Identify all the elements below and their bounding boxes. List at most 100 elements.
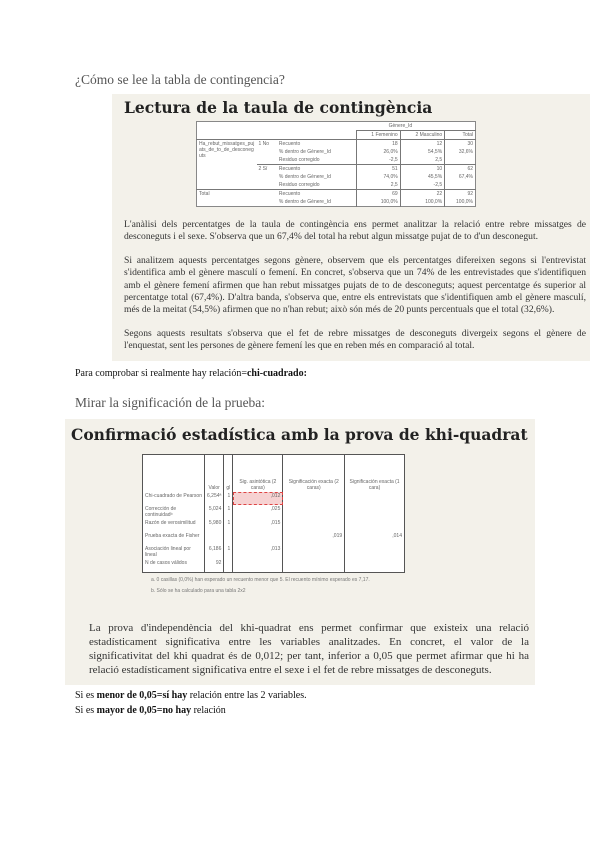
cell: 18 (355, 139, 401, 148)
cell (344, 492, 405, 506)
line-text: Para comprobar si realmente hay relación… (75, 367, 247, 379)
group: Total (196, 189, 257, 198)
table-row: Chi-cuadrado de Pearson 6,254ª 1,012 (142, 492, 405, 506)
cell (282, 505, 345, 520)
cell: ,014 (344, 532, 405, 546)
stat: Residuo corregido (278, 157, 320, 163)
cell: 100,0% (355, 198, 401, 207)
heading-contingency: ¿Cómo se lee la tabla de contingencia? (75, 72, 285, 87)
table-row: Corrección de continuidadᵇ 5,024 1,025 (142, 505, 405, 520)
t: relación entre las 2 variables. (187, 690, 307, 702)
t: Si es (75, 705, 97, 717)
cell (344, 505, 405, 520)
col-header: 2 Masculino (399, 130, 445, 140)
cell: 5,024 (203, 505, 224, 520)
table-row: Residuo corregido -2,5 2,5 (197, 156, 476, 165)
group (197, 198, 277, 207)
cell: 30 (444, 139, 476, 148)
chi-square-table: Valor gl Sig. asintótica (2 caras) Signific… (142, 453, 405, 573)
cell: 1 (223, 545, 233, 560)
col-header: Significación exacta (1 cara) (344, 454, 405, 493)
cell: 5,980 (203, 519, 224, 533)
cell: 1 (223, 505, 233, 520)
cell (282, 492, 345, 506)
cell (223, 532, 233, 546)
image1-paragraphs: L'anàlisi dels percentatges de la taula … (124, 219, 586, 353)
c (197, 122, 357, 131)
cell: 67,4% (444, 173, 476, 181)
contingency-table: Gènere_Id 1 Femenino 2 Masculino Total Ha_re… (196, 121, 476, 207)
cell: 1 (223, 519, 233, 533)
col-header: 1 Femenino (355, 130, 401, 140)
cell: -2,5 (399, 181, 445, 190)
cell: ,025 (232, 505, 283, 520)
cell: 92 (203, 559, 224, 573)
rule-less: Si es menor de 0,05=sí hay relación entr… (75, 689, 600, 703)
stat: Recuento (276, 139, 357, 148)
image2-title: Confirmació estadística amb la prova de … (71, 424, 528, 444)
row-var: Ha_rebut_missatges_pujats_de_to_de_desco… (196, 139, 257, 190)
table-row: Prueba exacta de Fisher ,019,014 (142, 532, 405, 546)
cell: ,012 (232, 492, 283, 506)
table-row: Razón de verosimilitud 5,980 1,015 (142, 519, 405, 533)
cell (203, 532, 224, 546)
cell (282, 519, 345, 533)
image2-paragraph: La prova d'independència del khi-quadrat… (89, 621, 529, 677)
cell: 10 (399, 164, 445, 173)
table-row: % dentro de Gènere_Id 26,0% 54,5% 32,6% (197, 148, 476, 156)
t: Si es (75, 690, 97, 702)
group: 2 Sí (256, 164, 277, 173)
col-header: gl (223, 454, 233, 493)
cell (444, 156, 476, 165)
cell: Asociación lineal por lineal (142, 545, 205, 560)
cell (344, 519, 405, 533)
cell (232, 532, 283, 546)
col-header: Total (444, 130, 476, 140)
t: relación (191, 705, 226, 717)
table-row: Residuo corregido 2,5 -2,5 (197, 181, 476, 190)
cell: N de casos válidos (142, 559, 205, 573)
chi-square-line: Para comprobar si realmente hay relación… (75, 367, 600, 381)
stat: Recuento (276, 189, 357, 198)
cell: Corrección de continuidadᵇ (142, 505, 205, 520)
group (257, 148, 277, 156)
table-row: Total Recuento 69 22 92 (196, 189, 476, 198)
cell: 74,0% (355, 173, 401, 181)
table-row: Asociación lineal por lineal 6,186 1,013 (142, 545, 405, 560)
cell: 6,186 (203, 545, 224, 560)
chi-square-image: Confirmació estadística amb la prova de … (65, 418, 535, 686)
group: 1 No (256, 139, 277, 148)
cell: Chi-cuadrado de Pearson (142, 492, 205, 506)
cell: 12 (399, 139, 445, 148)
table-row: % dentro de Gènere_Id 100,0% 100,0% 100,0% (197, 198, 476, 207)
stat: % dentro de Gènere_Id (278, 174, 331, 180)
c (445, 122, 476, 131)
col-header: Sig. asintótica (2 caras) (232, 454, 283, 493)
table-note-a: a. 0 casillas (0,0%) han esperado un rec… (151, 576, 370, 583)
cell: ,013 (232, 545, 283, 560)
cell: ,019 (282, 532, 345, 546)
stat: % dentro de Gènere_Id (278, 199, 331, 205)
heading-significance: Mirar la significación de la prueba: (75, 394, 266, 410)
line-bold: chi-cuadrado: (246, 367, 307, 379)
rule-greater: Si es mayor de 0,05=no hay relación (75, 704, 600, 718)
table-row: % dentro de Gènere_Id 74,0% 45,5% 67,4% (197, 173, 476, 181)
image1-title: Lectura de la taula de contingència (124, 98, 433, 117)
stat: Recuento (276, 164, 357, 173)
contingency-image: Lectura de la taula de contingència Gène… (112, 94, 590, 361)
cell: 100,0% (399, 198, 445, 207)
cell: 2,5 (399, 156, 445, 165)
cell: 54,5% (399, 148, 445, 156)
cell: 2,5 (355, 181, 401, 190)
stat: % dentro de Gènere_Id (278, 149, 331, 155)
cell: -2,5 (355, 156, 401, 165)
paragraph: Segons aquests resultats s'observa que e… (124, 327, 586, 352)
paragraph: Si analitzem aquests percentatges segons… (124, 254, 586, 316)
cell (282, 559, 345, 573)
cell: 32,6% (444, 148, 476, 156)
cell (344, 545, 405, 560)
cell (444, 181, 476, 190)
table-row: 2 Sí Recuento 51 10 62 (197, 164, 476, 173)
t: menor de 0,05=sí hay (96, 690, 188, 702)
col-header: Valor (203, 454, 224, 493)
